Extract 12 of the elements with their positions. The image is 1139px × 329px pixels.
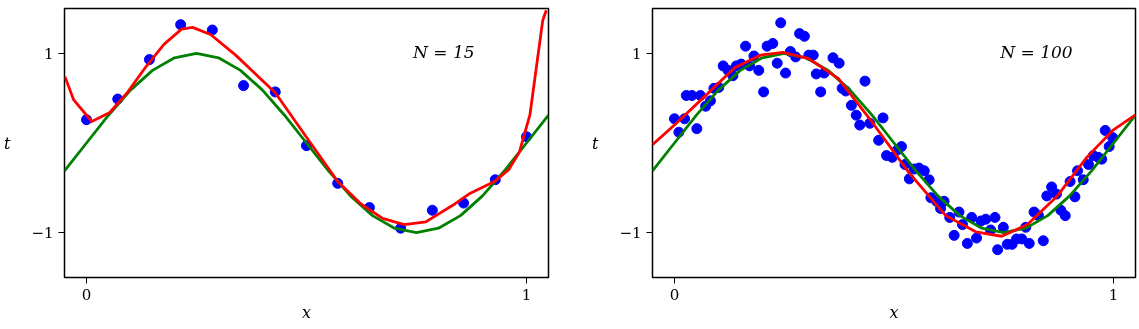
y-tick-label: −1 — [619, 224, 642, 243]
y-axis-title: t — [3, 133, 11, 153]
x-tick-label: 0 — [81, 285, 92, 304]
x-tick-label: 1 — [521, 285, 532, 304]
x-axis-title: x — [301, 302, 312, 322]
annotation: N = 15 — [411, 42, 475, 63]
x-axis-title: x — [889, 302, 899, 322]
y-axis-title: t — [591, 133, 599, 153]
x-tick-label: 1 — [1108, 285, 1119, 304]
x-tick-label: 0 — [669, 285, 680, 304]
annotation: N = 100 — [999, 42, 1073, 63]
y-tick-label: −1 — [31, 224, 54, 243]
